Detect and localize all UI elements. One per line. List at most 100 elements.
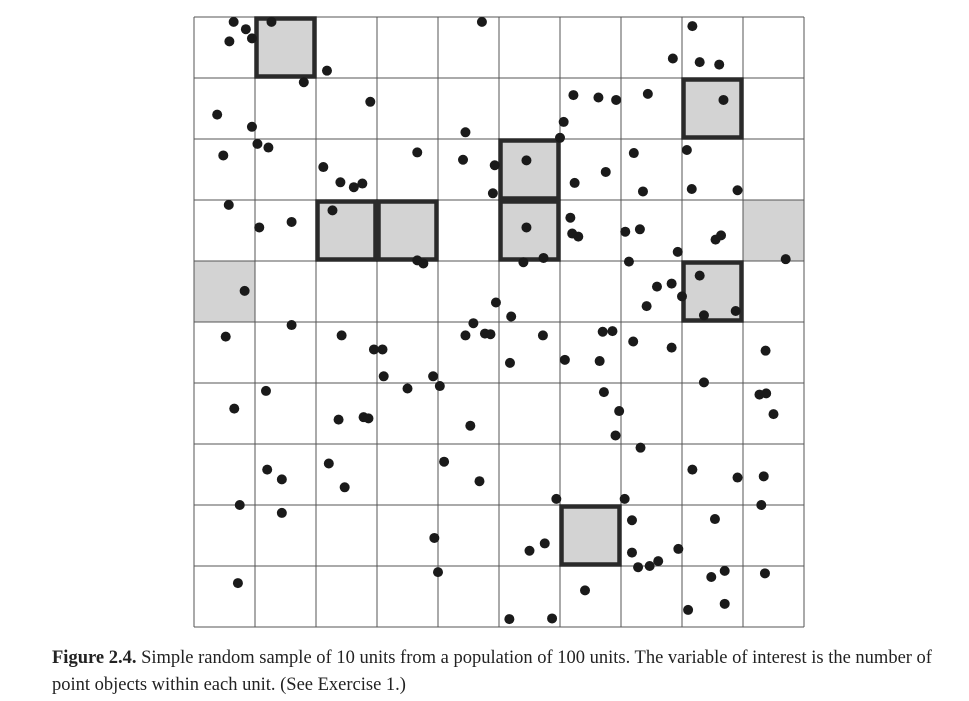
point-object: [348, 182, 359, 193]
point-object: [276, 507, 287, 518]
point-object: [504, 614, 515, 625]
point-object: [614, 406, 625, 417]
point-object: [228, 16, 239, 27]
point-object: [229, 403, 240, 414]
point-object: [547, 613, 558, 624]
point-object: [518, 257, 529, 268]
point-object: [276, 474, 287, 485]
point-object: [686, 184, 697, 195]
point-object: [254, 222, 265, 233]
point-object: [428, 371, 439, 382]
point-object: [626, 515, 637, 526]
point-object: [666, 278, 677, 289]
point-object: [758, 471, 769, 482]
point-object: [597, 326, 608, 337]
point-object: [568, 90, 579, 101]
point-object: [365, 96, 376, 107]
point-object: [489, 160, 500, 171]
point-object: [651, 281, 662, 292]
point-object: [474, 476, 485, 487]
point-object: [593, 92, 604, 103]
point-object: [246, 33, 257, 44]
point-object: [232, 578, 243, 589]
point-object: [368, 344, 379, 355]
point-object: [551, 493, 562, 504]
point-object: [537, 330, 548, 341]
point-object: [611, 94, 622, 105]
point-object: [698, 377, 709, 388]
point-object: [565, 212, 576, 223]
point-object: [610, 430, 621, 441]
point-object: [667, 53, 678, 64]
point-object: [573, 231, 584, 242]
point-object: [490, 297, 501, 308]
point-object: [223, 199, 234, 210]
point-object: [339, 482, 350, 493]
point-object: [458, 154, 469, 165]
point-object: [465, 420, 476, 431]
point-object: [594, 356, 605, 367]
point-object: [600, 166, 611, 177]
point-object: [642, 88, 653, 99]
point-object: [635, 442, 646, 453]
point-object: [433, 567, 443, 578]
point-object: [730, 306, 741, 317]
point-object: [378, 371, 389, 382]
point-object: [653, 556, 664, 567]
bordered-sampled-units: [254, 16, 744, 567]
point-object: [709, 514, 720, 525]
point-object: [460, 330, 471, 341]
point-object: [286, 216, 297, 227]
point-object: [666, 342, 677, 353]
point-object: [607, 326, 618, 337]
point-object: [412, 147, 423, 158]
point-object: [780, 254, 791, 265]
point-object: [336, 330, 347, 341]
point-object: [558, 116, 569, 127]
point-object: [266, 16, 277, 27]
point-object: [641, 301, 652, 312]
point-object: [626, 547, 637, 558]
point-object: [218, 150, 229, 161]
point-object: [485, 329, 496, 340]
point-object: [234, 500, 245, 510]
point-object: [555, 132, 565, 143]
point-object: [719, 598, 730, 609]
point-object: [637, 186, 648, 197]
point-object: [538, 252, 549, 263]
point-object: [760, 345, 771, 356]
point-object: [333, 414, 344, 425]
point-object: [524, 545, 535, 556]
caption-label: Figure 2.4.: [52, 648, 137, 668]
point-object: [677, 291, 687, 302]
point-object: [619, 493, 630, 504]
point-object: [263, 142, 274, 153]
point-object: [468, 318, 479, 329]
point-object: [504, 357, 515, 368]
sampled-unit: [559, 504, 622, 567]
point-object: [718, 94, 729, 105]
point-object: [506, 311, 517, 322]
population-grid-figure: [193, 16, 805, 628]
point-object: [673, 543, 684, 554]
sampled-unit: [681, 77, 744, 140]
point-object: [429, 532, 440, 543]
point-object: [569, 177, 580, 188]
point-object: [298, 77, 309, 88]
point-object: [246, 121, 257, 132]
point-object: [402, 383, 413, 394]
point-object: [628, 148, 639, 159]
point-object: [644, 561, 655, 571]
point-object: [321, 65, 332, 76]
sampled-unit: [315, 199, 378, 262]
point-object: [623, 256, 634, 267]
point-object: [706, 571, 717, 582]
point-object: [694, 270, 705, 281]
point-object: [318, 162, 329, 173]
point-object: [439, 456, 450, 467]
point-object: [759, 568, 770, 579]
point-object: [240, 24, 251, 35]
point-objects: [212, 16, 791, 625]
point-object: [559, 354, 570, 365]
point-object: [262, 464, 273, 475]
